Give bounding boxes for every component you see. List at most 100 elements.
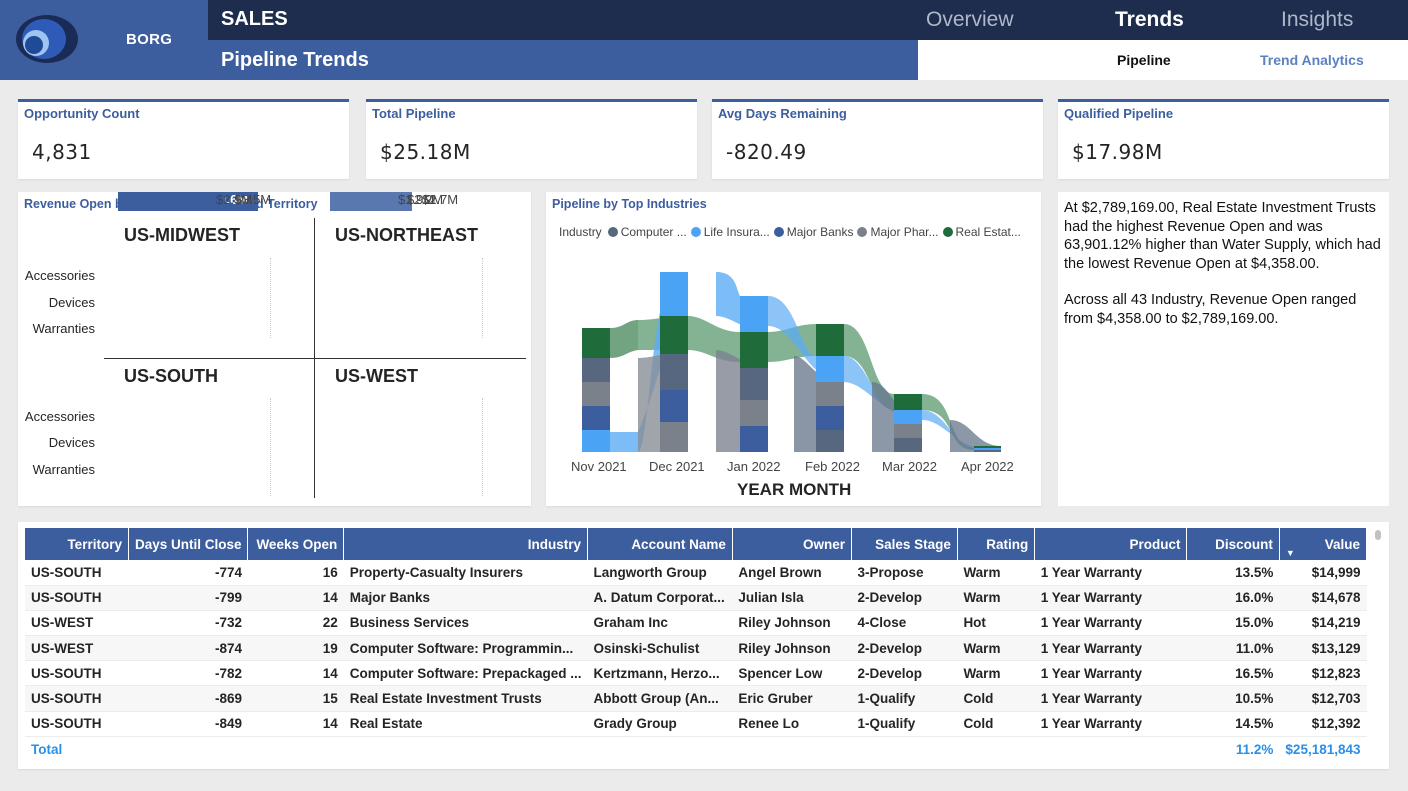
stack-segment	[660, 316, 688, 354]
x-tick-label: Jan 2022	[727, 459, 781, 474]
subnav-pipeline[interactable]: Pipeline	[1117, 52, 1171, 68]
kpi-title: Avg Days Remaining	[718, 106, 847, 121]
table-cell: Major Banks	[343, 585, 588, 611]
table-row[interactable]: US-SOUTH -782 14 Computer Software: Prepack…	[25, 660, 1367, 687]
table-cell: Spencer Low	[732, 660, 852, 687]
legend-label: Major Phar...	[870, 225, 939, 239]
table-header-row: Territory Days Until Close Weeks Open In…	[25, 528, 1368, 560]
legend-label: Real Estat...	[955, 225, 1021, 239]
table-cell: 16.5%	[1186, 660, 1280, 687]
table-cell: Osinski-Schulist	[587, 635, 733, 662]
column-header-sales-stage[interactable]: Sales Stage	[851, 528, 958, 560]
stack-segment	[894, 410, 922, 424]
kpi-title: Opportunity Count	[24, 106, 140, 121]
column-header-discount[interactable]: Discount	[1186, 528, 1280, 560]
section-title: SALES	[221, 8, 288, 30]
table-cell: -782	[128, 660, 248, 687]
table-row[interactable]: US-SOUTH -799 14 Major Banks A. Datum Corpor…	[25, 585, 1367, 611]
column-header-rating[interactable]: Rating	[957, 528, 1036, 560]
table-cell: Graham Inc	[587, 610, 733, 637]
stack-segment	[894, 438, 922, 452]
stack-segment	[740, 400, 768, 426]
opportunity-table: Territory Days Until Close Weeks Open In…	[25, 528, 1368, 762]
column-header-industry[interactable]: Industry	[343, 528, 589, 560]
total-cell	[732, 736, 851, 761]
table-cell: -869	[128, 685, 248, 712]
subnav-trend-analytics[interactable]: Trend Analytics	[1260, 52, 1364, 68]
table-cell: A. Datum Corporat...	[587, 585, 733, 611]
table-cell: -849	[128, 711, 248, 737]
table-row[interactable]: US-SOUTH -849 14 Real Estate Grady Group Rene…	[25, 711, 1367, 737]
nav-insights[interactable]: Insights	[1281, 8, 1354, 31]
column-header-value[interactable]: Value ▼	[1279, 528, 1368, 560]
legend-item-real-estate[interactable]: Real Estat...	[942, 225, 1021, 239]
total-cell	[344, 736, 588, 761]
column-header-days-until-close[interactable]: Days Until Close	[128, 528, 249, 560]
stack-segment	[740, 426, 768, 452]
table-cell: 1 Year Warranty	[1034, 560, 1187, 586]
stack-segment	[816, 356, 844, 382]
column-header-owner[interactable]: Owner	[732, 528, 853, 560]
logo-block: BORG	[0, 0, 208, 80]
bar-us-south-warranties[interactable]	[118, 192, 206, 211]
table-cell: -732	[128, 610, 248, 637]
header-page-bar: Pipeline Trends	[208, 40, 918, 80]
page-title: Pipeline Trends	[221, 49, 369, 71]
table-row[interactable]: US-WEST -732 22 Business Services Graham Inc…	[25, 610, 1367, 637]
stack-segment	[660, 354, 688, 390]
ribbon-computer-software	[950, 420, 1001, 452]
table-row[interactable]: US-WEST -874 19 Computer Software: Programm…	[25, 635, 1367, 662]
x-tick-label: Nov 2021	[571, 459, 627, 474]
table-cell: Renee Lo	[732, 711, 852, 737]
kpi-title: Qualified Pipeline	[1064, 106, 1174, 121]
nav-overview[interactable]: Overview	[926, 8, 1014, 31]
table-cell: Abbott Group (An...	[587, 685, 733, 712]
legend-dot	[942, 227, 953, 237]
table-cell: 1-Qualify	[851, 685, 958, 712]
table-cell: 14	[247, 711, 344, 737]
column-header-weeks-open[interactable]: Weeks Open	[247, 528, 345, 560]
ribbon-real-estate	[610, 320, 638, 358]
table-cell: Riley Johnson	[732, 610, 852, 637]
bar-data-label: $1.9M	[398, 192, 435, 207]
table-row[interactable]: US-SOUTH -774 16 Property-Casualty Insurers…	[25, 560, 1367, 586]
table-cell: 16	[247, 560, 344, 586]
column-header-territory[interactable]: Territory	[25, 528, 129, 560]
table-cell: US-SOUTH	[25, 560, 129, 586]
chart-title: Pipeline by Top Industries	[552, 197, 707, 211]
table-cell: 2-Develop	[851, 635, 958, 662]
legend-item-major-pharma[interactable]: Major Phar...	[857, 225, 939, 239]
table-cell: 2-Develop	[851, 585, 958, 611]
table-cell: 3-Propose	[851, 560, 958, 586]
gridline	[270, 398, 271, 496]
stack-segment	[816, 406, 844, 430]
table-cell: 1-Qualify	[851, 711, 958, 737]
narrative-paragraph: Across all 43 Industry, Revenue Open ran…	[1064, 292, 1357, 327]
legend-item-computer[interactable]: Computer ...	[607, 225, 687, 239]
table-row[interactable]: US-SOUTH -869 15 Real Estate Investment Tru…	[25, 685, 1367, 712]
revenue-by-category-chart[interactable]: Revenue Open by Product Category and Ter…	[18, 192, 531, 506]
table-cell: Cold	[957, 685, 1035, 712]
ribbon-plot	[582, 272, 1001, 452]
territory-header-us-northeast: US-NORTHEAST	[335, 225, 478, 245]
category-label: Devices	[48, 435, 95, 450]
pipeline-by-industry-chart[interactable]: Pipeline by Top Industries Industry Comp…	[546, 192, 1041, 506]
bar-us-west-warranties[interactable]	[330, 192, 388, 211]
column-header-product[interactable]: Product	[1034, 528, 1188, 560]
kpi-title: Total Pipeline	[372, 106, 456, 121]
category-label: Warranties	[32, 321, 95, 336]
legend-item-life-insurance[interactable]: Life Insura...	[690, 225, 770, 239]
column-header-account-name[interactable]: Account Name	[587, 528, 733, 560]
brand-name: BORG	[126, 31, 173, 48]
stack-segment	[582, 358, 610, 382]
sort-descending-icon[interactable]: ▼	[1285, 548, 1295, 558]
smart-narrative: At $2,789,169.00, Real Estate Investment…	[1058, 192, 1389, 506]
legend-item-major-banks[interactable]: Major Banks	[773, 225, 853, 239]
total-cell: $25,181,843	[1285, 741, 1361, 757]
bar-data-label: $2.2M	[407, 192, 444, 207]
nav-trends[interactable]: Trends	[1115, 8, 1184, 31]
table-cell: $12,703	[1279, 685, 1367, 712]
kpi-card-avg-days-remaining: Avg Days Remaining -820.49	[712, 99, 1043, 179]
legend-label: Computer ...	[620, 225, 687, 239]
table-scrollbar[interactable]	[1375, 530, 1381, 540]
